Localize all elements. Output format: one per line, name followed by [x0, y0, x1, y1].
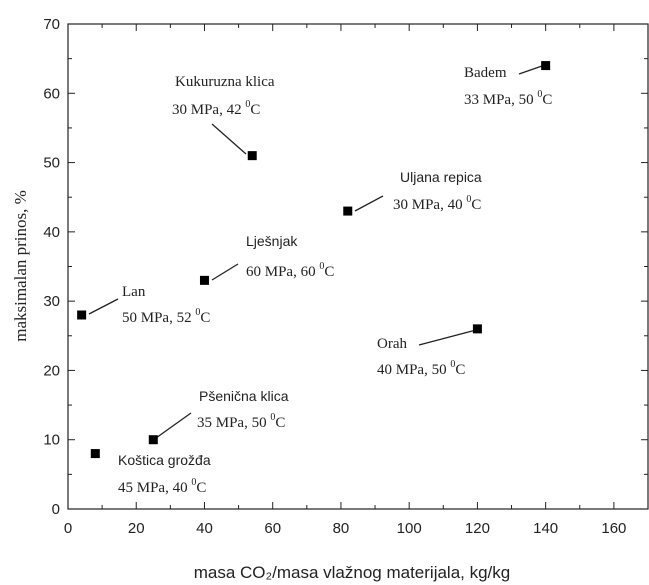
temperature-unit: C: [275, 415, 285, 431]
y-tick-label: 70: [43, 16, 60, 33]
y-tick-label: 10: [43, 432, 60, 449]
leader-line: [211, 123, 247, 155]
point-conditions: 30 MPa, 42 0C: [172, 99, 260, 118]
x-tick-label: 140: [533, 520, 558, 537]
y-tick-label: 0: [52, 501, 60, 518]
degree-superscript: 0: [270, 412, 275, 423]
conditions-text: 40 MPa, 50: [377, 362, 450, 378]
temperature-unit: C: [196, 480, 206, 496]
x-tick-label: 120: [465, 520, 490, 537]
data-point: [77, 310, 87, 320]
degree-superscript: 0: [450, 359, 455, 370]
y-tick-label: 50: [43, 155, 60, 172]
x-tick-label: 40: [196, 520, 213, 537]
degree-superscript: 0: [319, 261, 324, 272]
x-axis-title: masa CO₂/masa vlažnog materijala, kg/kg: [194, 563, 511, 582]
y-tick-label: 40: [43, 224, 60, 241]
data-point: [343, 206, 353, 216]
data-point: [90, 449, 100, 459]
data-point: [541, 61, 551, 71]
degree-superscript: 0: [466, 194, 471, 205]
point-label: Uljana repica: [400, 169, 482, 185]
x-tick-label: 20: [128, 520, 145, 537]
leader-line: [88, 298, 119, 315]
x-tick-label: 60: [264, 520, 281, 537]
point-label: Orah: [377, 336, 407, 352]
conditions-text: 33 MPa, 50: [464, 92, 537, 108]
point-conditions: 33 MPa, 50 0C: [464, 89, 552, 108]
temperature-unit: C: [250, 102, 260, 118]
point-label: Kukuruzna klica: [175, 74, 275, 90]
point-label: Pšenična klica: [199, 388, 289, 404]
point-conditions: 45 MPa, 40 0C: [118, 477, 206, 496]
y-axis: 0 10 20 30 40 50 60 70: [43, 16, 648, 518]
leader-line: [354, 195, 384, 212]
x-tick-label: 80: [333, 520, 350, 537]
leader-line: [155, 412, 192, 439]
point-label: Badem: [464, 65, 507, 81]
data-point: [472, 324, 482, 334]
degree-superscript: 0: [537, 89, 542, 100]
data-point: [148, 435, 158, 445]
x-tick-label: 100: [397, 520, 422, 537]
y-tick-label: 20: [43, 362, 60, 379]
point-label: Koštica grožđa: [118, 452, 211, 468]
point-conditions: 30 MPa, 40 0C: [393, 194, 481, 213]
temperature-unit: C: [200, 310, 210, 326]
y-tick-label: 30: [43, 293, 60, 310]
point-conditions: 35 MPa, 50 0C: [197, 412, 285, 431]
y-tick-label: 60: [43, 85, 60, 102]
x-tick-label: 160: [601, 520, 626, 537]
temperature-unit: C: [324, 264, 334, 280]
leader-line: [418, 329, 477, 346]
conditions-text: 60 MPa, 60: [246, 264, 319, 280]
point-conditions: 50 MPa, 52 0C: [122, 307, 210, 326]
data-point: [199, 275, 209, 285]
conditions-text: 50 MPa, 52: [122, 310, 195, 326]
temperature-unit: C: [542, 92, 552, 108]
x-axis: 0 20 40 60 80 100 120 140 160: [64, 24, 626, 537]
y-axis-title: maksimalan prinos, %: [11, 190, 30, 342]
point-label: Lan: [122, 284, 146, 300]
point-conditions: 40 MPa, 50 0C: [377, 359, 465, 378]
point-conditions: 60 MPa, 60 0C: [246, 261, 334, 280]
conditions-text: 30 MPa, 40: [393, 197, 466, 213]
temperature-unit: C: [455, 362, 465, 378]
conditions-text: 30 MPa, 42: [172, 102, 245, 118]
data-point: [247, 151, 257, 161]
x-tick-label: 0: [64, 520, 72, 537]
point-label: Lješnjak: [246, 233, 298, 249]
leader-line: [518, 65, 543, 75]
degree-superscript: 0: [191, 477, 196, 488]
conditions-text: 45 MPa, 40: [118, 480, 191, 496]
degree-superscript: 0: [245, 99, 250, 110]
leader-line: [211, 263, 239, 281]
temperature-unit: C: [471, 197, 481, 213]
degree-superscript: 0: [195, 307, 200, 318]
data-points: [77, 61, 551, 459]
conditions-text: 35 MPa, 50: [197, 415, 270, 431]
